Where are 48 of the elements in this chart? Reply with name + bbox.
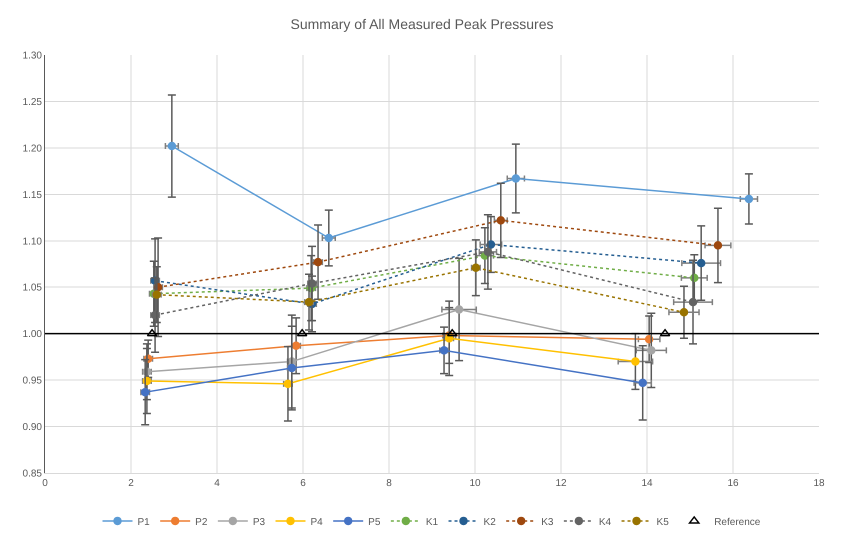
point	[660, 328, 670, 336]
point	[680, 308, 688, 317]
point	[744, 194, 754, 204]
y-tick-label: 0.90	[22, 422, 42, 434]
point	[638, 378, 647, 388]
y-tick-label: 0.85	[22, 468, 42, 480]
y-tick-label: 1.15	[22, 190, 42, 201]
legend-label: K4	[598, 516, 612, 528]
legend-label: Reference	[714, 516, 761, 528]
x-tick-label: 4	[214, 478, 220, 489]
y-tick-label: 1.30	[22, 50, 42, 62]
legend-label: P1	[138, 516, 150, 528]
point	[324, 234, 334, 242]
point	[714, 241, 722, 250]
y-tick-label: 1.05	[22, 282, 42, 294]
x-tick-label: 16	[727, 478, 739, 489]
x-tick-label: 6	[300, 478, 306, 489]
x-tick-label: 10	[469, 478, 481, 489]
y-tick-label: 0.95	[22, 376, 42, 387]
point	[146, 328, 158, 336]
x-tick-label: 2	[128, 478, 134, 489]
legend-label: P5	[368, 516, 381, 528]
point	[647, 346, 656, 355]
chart-title: Summary of All Measured Peak Pressures	[290, 16, 554, 32]
x-tick-label: 12	[555, 478, 567, 489]
x-tick-label: 8	[386, 478, 392, 489]
x-tick-label: 14	[641, 478, 653, 489]
legend-label: K3	[541, 516, 554, 528]
point	[168, 142, 176, 150]
point	[484, 248, 492, 256]
legend-label: P3	[252, 516, 266, 528]
y-tick-label: 1.20	[22, 143, 42, 154]
point	[696, 258, 706, 268]
point	[512, 174, 520, 183]
x-tick-label: 18	[813, 478, 825, 489]
legend-label: P2	[195, 516, 208, 528]
legend-label: P4	[310, 516, 324, 528]
point	[688, 298, 698, 306]
x-tick-label: 0	[42, 478, 48, 489]
point	[631, 357, 640, 366]
legend-label: K1	[426, 516, 439, 528]
legend-label: K2	[484, 516, 496, 528]
y-tick-label: 1.00	[22, 329, 42, 340]
legend-label: K5	[656, 516, 670, 528]
y-tick-label: 1.10	[22, 236, 42, 248]
y-tick-label: 1.25	[22, 96, 42, 108]
point	[496, 216, 506, 225]
point	[454, 305, 464, 314]
